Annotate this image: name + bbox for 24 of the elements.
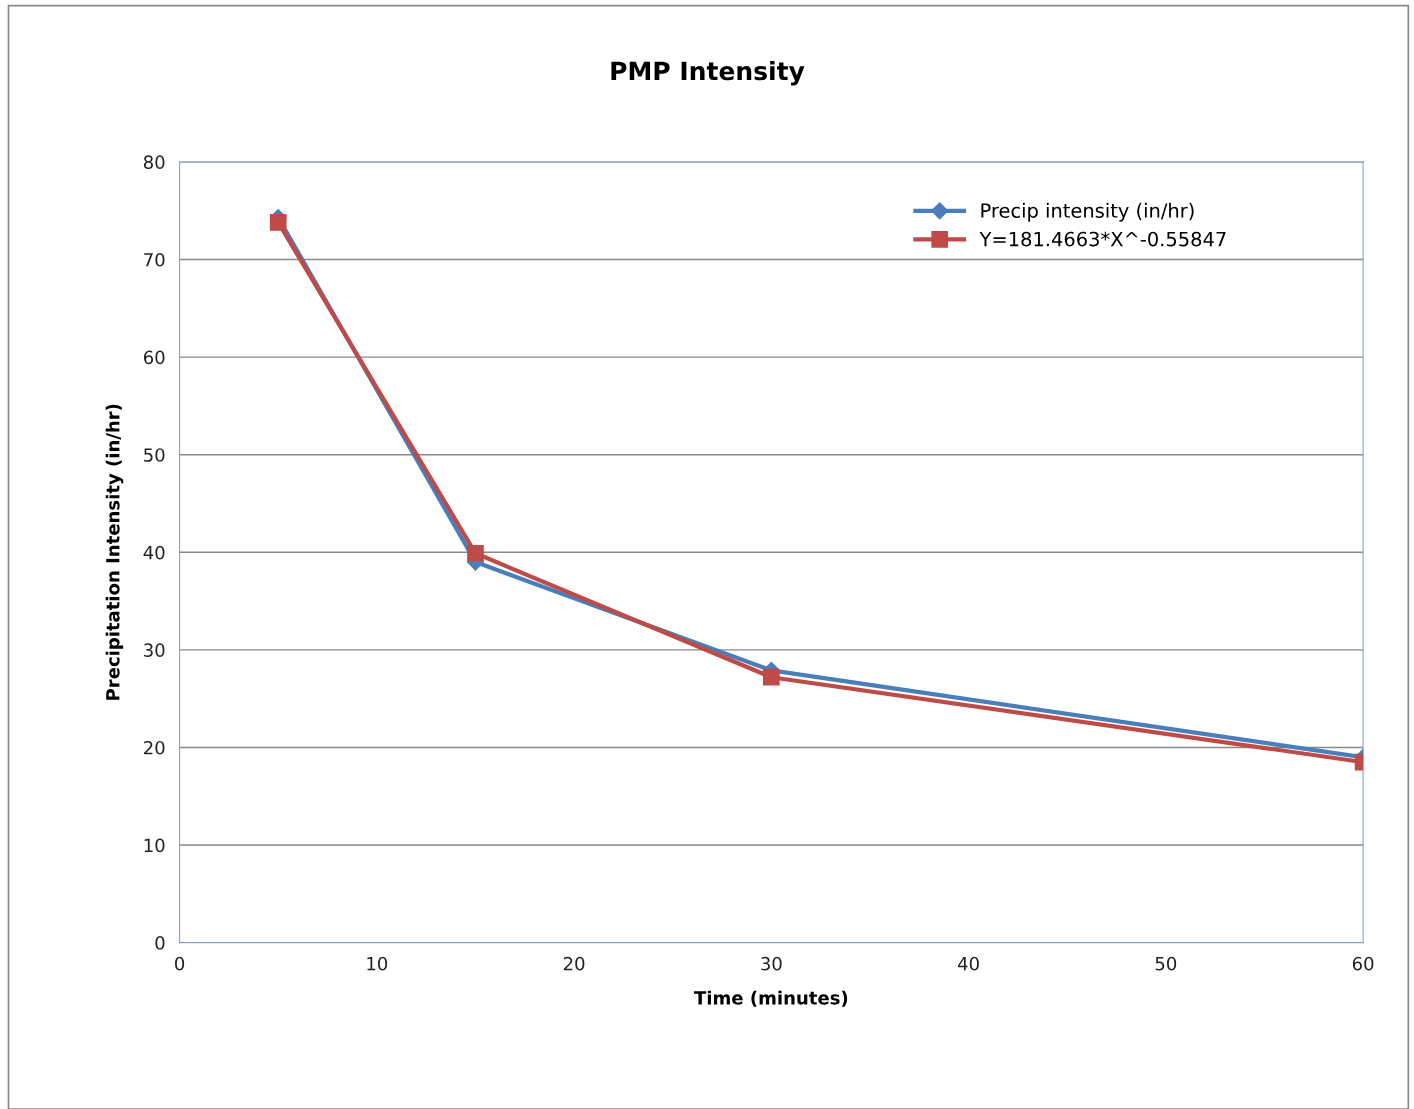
x-tick-label: 40	[957, 956, 979, 971]
y-tick-label: 70	[144, 252, 165, 267]
y-tick-label: 60	[143, 350, 165, 365]
x-axis-title: Time (minutes)	[694, 990, 848, 1007]
y-axis-title: Precipitation Intensity (in/hr)	[105, 404, 124, 700]
y-tick-label: 80	[143, 155, 165, 170]
point	[269, 214, 287, 231]
y-tick-label: 50	[144, 448, 165, 462]
x-tick-label: 20	[563, 956, 585, 971]
point	[467, 544, 484, 562]
y-tick-label: 0	[155, 936, 165, 950]
point	[763, 668, 780, 686]
legend-label: Precip intensity (in/hr)	[981, 202, 1194, 222]
chart-title: PMP Intensity	[611, 61, 805, 86]
x-tick-label: 10	[367, 956, 388, 971]
x-tick-label: 30	[761, 956, 782, 971]
x-tick-label: 50	[1155, 956, 1177, 971]
x-tick-label: 0	[175, 956, 185, 971]
y-tick-label: 40	[143, 545, 165, 560]
x-tick-label: 60	[1352, 956, 1374, 971]
y-tick-label: 30	[144, 643, 165, 657]
y-tick-label: 20	[144, 740, 165, 755]
y-tick-label: 10	[144, 838, 165, 853]
legend-label: Y=181.4663*X^-0.55847	[979, 231, 1226, 247]
